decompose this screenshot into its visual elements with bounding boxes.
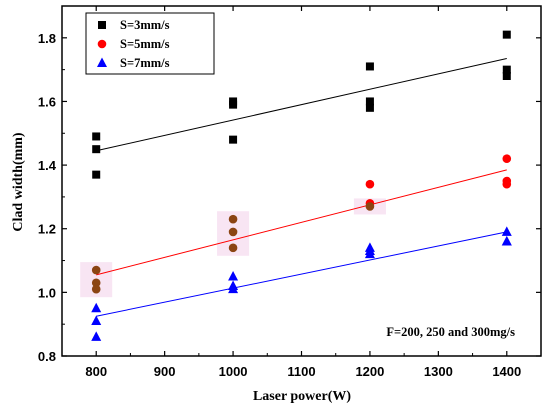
triangle-point	[91, 315, 102, 325]
legend-label-s5: S=5mm/s	[120, 37, 170, 51]
triangle-point	[228, 270, 239, 281]
triangle-point	[364, 248, 375, 259]
legend-circle-marker	[97, 39, 107, 49]
circle-point	[365, 202, 375, 211]
legend: S=3mm/s S=5mm/s S=7mm/s	[85, 12, 215, 75]
legend-triangle-marker	[97, 57, 107, 67]
circle-point	[228, 227, 238, 237]
x-tick-label: 1100	[287, 364, 315, 379]
fit-line-circle	[96, 169, 507, 276]
x-tick-label: 1300	[424, 364, 453, 379]
x-axis: 800 900 1000 1100 1200 1300 1400	[85, 6, 521, 379]
legend-triangle-icon	[97, 57, 107, 67]
legend-label-s7: S=7mm/s	[120, 56, 170, 70]
x-tick-label: 800	[85, 364, 107, 379]
flow-rate-annotation: F=200, 250 and 300mg/s	[386, 325, 515, 339]
triangle-point	[228, 283, 239, 294]
legend-square-marker	[98, 21, 106, 29]
legend-label-s3: S=3mm/s	[120, 18, 170, 32]
circle-point	[502, 179, 512, 189]
fit-lines	[96, 58, 507, 317]
y-tick-label: 1.4	[38, 158, 57, 173]
circle-point	[91, 284, 101, 294]
square-point	[365, 62, 374, 71]
square-point	[229, 100, 238, 109]
y-axis: 0.8 1.0 1.2 1.4 1.6 1.8	[38, 31, 541, 364]
y-tick-label: 1.0	[38, 285, 56, 300]
x-tick-label: 900	[154, 364, 176, 379]
x-tick-label: 1400	[492, 364, 521, 379]
x-tick-label: 1000	[219, 364, 248, 379]
fit-line-triangle	[96, 231, 507, 317]
y-tick-label: 1.2	[38, 222, 56, 237]
square-point	[365, 97, 374, 106]
circle-point	[228, 214, 238, 224]
square-point	[92, 132, 101, 141]
square-point	[229, 135, 238, 144]
square-point	[502, 30, 511, 39]
fit-line-square	[96, 58, 507, 152]
y-axis-title: Clad width(mm)	[11, 132, 26, 232]
square-point	[92, 170, 101, 179]
legend-box	[85, 12, 215, 75]
triangle-point	[91, 331, 102, 341]
y-tick-label: 1.8	[38, 31, 56, 46]
square-point	[92, 145, 101, 154]
x-axis-title: Laser power(W)	[253, 389, 351, 404]
circle-point	[91, 265, 101, 275]
data-points	[91, 30, 512, 341]
legend-square-icon	[98, 21, 106, 29]
legend-item-s7: S=7mm/s	[97, 56, 170, 70]
triangle-point	[91, 302, 102, 313]
y-tick-label: 1.6	[38, 94, 56, 109]
square-point	[502, 65, 511, 74]
triangle-point	[501, 235, 512, 246]
x-tick-label: 1200	[355, 364, 384, 379]
circle-point	[91, 278, 101, 288]
legend-item-s5: S=5mm/s	[97, 37, 170, 51]
circle-point	[365, 179, 375, 189]
y-tick-label: 0.8	[38, 349, 56, 364]
circle-point	[228, 243, 238, 253]
legend-circle-icon	[97, 39, 107, 49]
circle-point	[502, 154, 512, 164]
square-point	[365, 103, 374, 112]
square-point	[502, 72, 511, 80]
legend-item-s3: S=3mm/s	[98, 18, 170, 32]
triangle-point	[501, 226, 512, 236]
